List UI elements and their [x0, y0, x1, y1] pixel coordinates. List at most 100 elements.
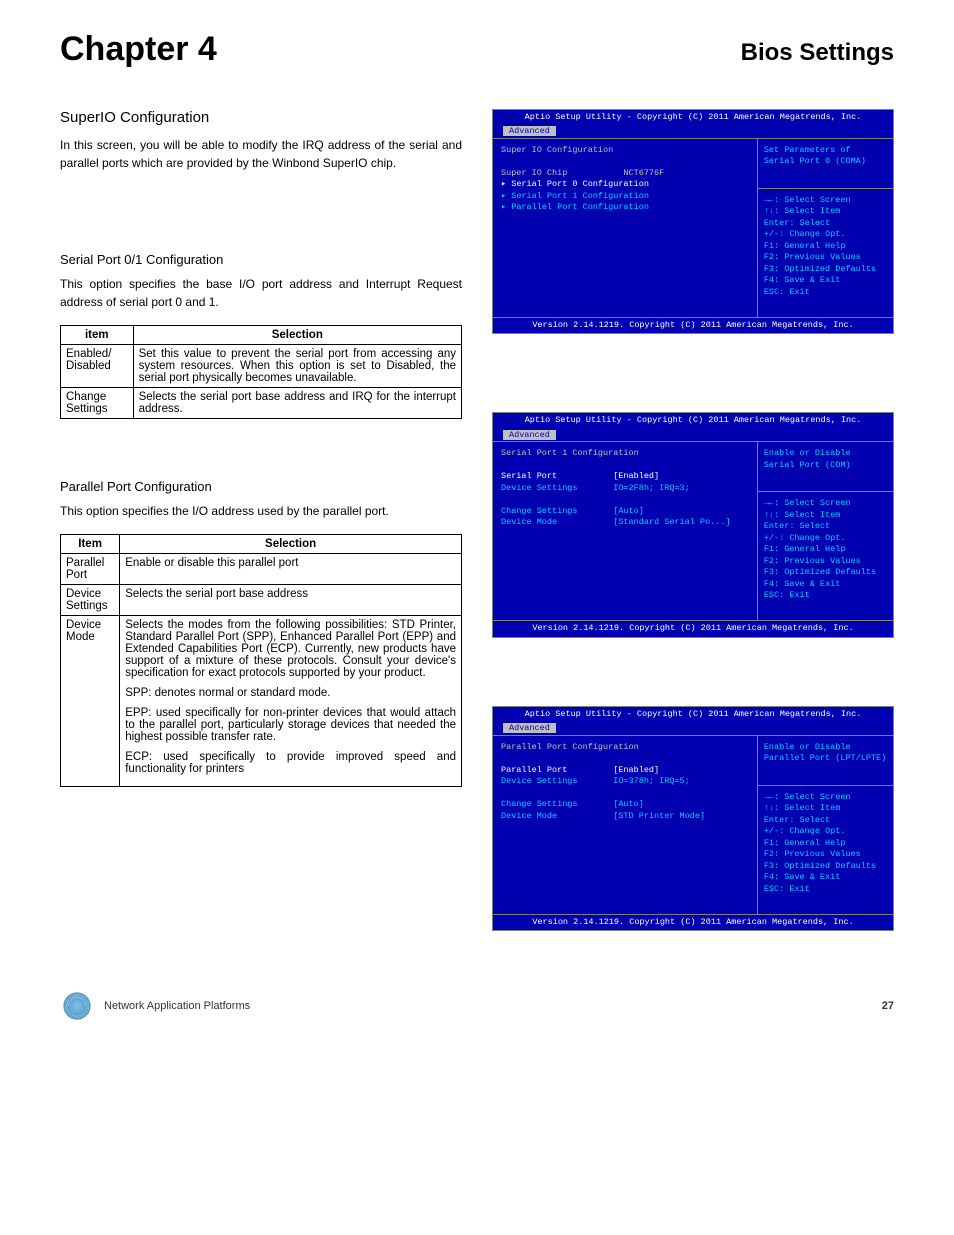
bios-line: Device Mode [STD Printer Mode] — [501, 811, 749, 822]
section-superio: SuperIO Configuration In this screen, yo… — [60, 109, 462, 172]
bios-left-pane: Super IO Configuration Super IO Chip NCT… — [493, 139, 758, 317]
bios-key-line: ESC: Exit — [764, 590, 887, 601]
devmode-para: Selects the modes from the following pos… — [125, 619, 456, 679]
page-title: Bios Settings — [741, 39, 894, 67]
bios-key-line: F4: Save & Exit — [764, 275, 887, 286]
table-cell: Selects the serial port base address — [120, 585, 462, 616]
bios-key-line: ESC: Exit — [764, 287, 887, 298]
bios-key-line: F3: Optimized Defaults — [764, 861, 887, 872]
bios-titlebar: Aptio Setup Utility - Copyright (C) 2011… — [493, 413, 893, 428]
bios-key-line: F2: Previous Values — [764, 849, 887, 860]
table-header: Item — [61, 535, 120, 554]
bios-tab-row: Advanced — [493, 429, 893, 441]
table-header: Selection — [120, 535, 462, 554]
bios-footer: Version 2.14.1219. Copyright (C) 2011 Am… — [493, 318, 893, 333]
bios-key-line: →←: Select Screen — [764, 792, 887, 803]
bios-line: Super IO Configuration — [501, 145, 749, 156]
table-cell: Selects the serial port base address and… — [133, 388, 461, 419]
bios-body: Serial Port 1 Configuration Serial Port … — [493, 441, 893, 621]
right-column: Aptio Setup Utility - Copyright (C) 2011… — [492, 109, 894, 959]
table-cell: Set this value to prevent the serial por… — [133, 345, 461, 388]
bios-tab-advanced: Advanced — [503, 430, 556, 440]
bios-key-line: F3: Optimized Defaults — [764, 264, 887, 275]
left-column: SuperIO Configuration In this screen, yo… — [60, 109, 462, 959]
section-body: This option specifies the base I/O port … — [60, 275, 462, 311]
bios-right-pane: Set Parameters ofSerial Port 0 (COMA)→←:… — [758, 139, 893, 317]
bios-line: Device Settings IO=2F8h; IRQ=3; — [501, 483, 749, 494]
section-serial-port: Serial Port 0/1 Configuration This optio… — [60, 252, 462, 419]
bios-body: Super IO Configuration Super IO Chip NCT… — [493, 138, 893, 318]
bios-line — [501, 494, 749, 505]
bios-line — [501, 460, 749, 471]
bios-keys: →←: Select Screen↑↓: Select ItemEnter: S… — [758, 189, 893, 317]
bios-line: Device Settings IO=378h; IRQ=5; — [501, 776, 749, 787]
table-header: Selection — [133, 326, 461, 345]
bios-line: Parallel Port Configuration — [501, 742, 749, 753]
bios-right-pane: Enable or DisableParallel Port (LPT/LPTE… — [758, 736, 893, 914]
section-parallel-port: Parallel Port Configuration This option … — [60, 479, 462, 787]
chapter-title: Chapter 4 — [60, 30, 217, 69]
bios-screenshot-serial: Aptio Setup Utility - Copyright (C) 2011… — [492, 412, 894, 637]
table-cell: Parallel Port — [61, 554, 120, 585]
devmode-para: EPP: used specifically for non-printer d… — [125, 707, 456, 743]
bios-key-line: →←: Select Screen — [764, 498, 887, 509]
table-row: Enabled/ Disabled Set this value to prev… — [61, 345, 462, 388]
bios-footer: Version 2.14.1219. Copyright (C) 2011 Am… — [493, 915, 893, 930]
logo-icon — [60, 989, 94, 1023]
bios-titlebar: Aptio Setup Utility - Copyright (C) 2011… — [493, 707, 893, 722]
footer-left: Network Application Platforms — [60, 989, 250, 1023]
bios-key-line: F1: General Help — [764, 241, 887, 252]
bios-key-line: F4: Save & Exit — [764, 579, 887, 590]
page-number: 27 — [882, 1000, 894, 1012]
page-footer: Network Application Platforms 27 — [60, 989, 894, 1023]
bios-key-line: +/-: Change Opt. — [764, 229, 887, 240]
bios-help-line: Parallel Port (LPT/LPTE) — [764, 753, 887, 764]
bios-key-line: ↑↓: Select Item — [764, 510, 887, 521]
bios-body: Parallel Port Configuration Parallel Por… — [493, 735, 893, 915]
table-row: Change Settings Selects the serial port … — [61, 388, 462, 419]
bios-help-line: Serial Port (COM) — [764, 460, 887, 471]
table-cell: Enabled/ Disabled — [61, 345, 134, 388]
bios-key-line: Enter: Select — [764, 218, 887, 229]
bios-keys: →←: Select Screen↑↓: Select ItemEnter: S… — [758, 492, 893, 620]
devmode-para: SPP: denotes normal or standard mode. — [125, 687, 456, 699]
bios-key-line: F2: Previous Values — [764, 556, 887, 567]
bios-help: Set Parameters ofSerial Port 0 (COMA) — [758, 139, 893, 189]
bios-line: Serial Port [Enabled] — [501, 471, 749, 482]
bios-line: ▸ Parallel Port Configuration — [501, 202, 749, 213]
table-cell: Change Settings — [61, 388, 134, 419]
footer-text: Network Application Platforms — [104, 1000, 250, 1012]
bios-right-pane: Enable or DisableSerial Port (COM)→←: Se… — [758, 442, 893, 620]
bios-key-line: ↑↓: Select Item — [764, 206, 887, 217]
bios-screenshot-parallel: Aptio Setup Utility - Copyright (C) 2011… — [492, 706, 894, 931]
bios-screenshot-superio: Aptio Setup Utility - Copyright (C) 2011… — [492, 109, 894, 334]
bios-key-line: F1: General Help — [764, 838, 887, 849]
bios-key-line: Enter: Select — [764, 521, 887, 532]
devmode-para: ECP: used specifically to provide improv… — [125, 751, 456, 775]
bios-left-pane: Serial Port 1 Configuration Serial Port … — [493, 442, 758, 620]
section-heading: Parallel Port Configuration — [60, 479, 462, 494]
bios-tab-row: Advanced — [493, 125, 893, 137]
table-header-row: item Selection — [61, 326, 462, 345]
bios-key-line: Enter: Select — [764, 815, 887, 826]
bios-line: ▸ Serial Port 1 Configuration — [501, 191, 749, 202]
table-row: Parallel Port Enable or disable this par… — [61, 554, 462, 585]
table-row: Device Settings Selects the serial port … — [61, 585, 462, 616]
bios-help: Enable or DisableParallel Port (LPT/LPTE… — [758, 736, 893, 786]
table-cell: Device Settings — [61, 585, 120, 616]
bios-key-line: F3: Optimized Defaults — [764, 567, 887, 578]
bios-line: Serial Port 1 Configuration — [501, 448, 749, 459]
bios-titlebar: Aptio Setup Utility - Copyright (C) 2011… — [493, 110, 893, 125]
bios-help-line: Enable or Disable — [764, 742, 887, 753]
bios-key-line: F4: Save & Exit — [764, 872, 887, 883]
bios-tab-advanced: Advanced — [503, 723, 556, 733]
section-body: In this screen, you will be able to modi… — [60, 136, 462, 172]
bios-help-line: Serial Port 0 (COMA) — [764, 156, 887, 167]
bios-line — [501, 156, 749, 167]
table-cell: Device Mode — [61, 616, 120, 787]
serial-port-table: item Selection Enabled/ Disabled Set thi… — [60, 325, 462, 419]
section-body: This option specifies the I/O address us… — [60, 502, 462, 520]
bios-key-line: ESC: Exit — [764, 884, 887, 895]
bios-line: Change Settings [Auto] — [501, 506, 749, 517]
bios-keys: →←: Select Screen↑↓: Select ItemEnter: S… — [758, 786, 893, 914]
